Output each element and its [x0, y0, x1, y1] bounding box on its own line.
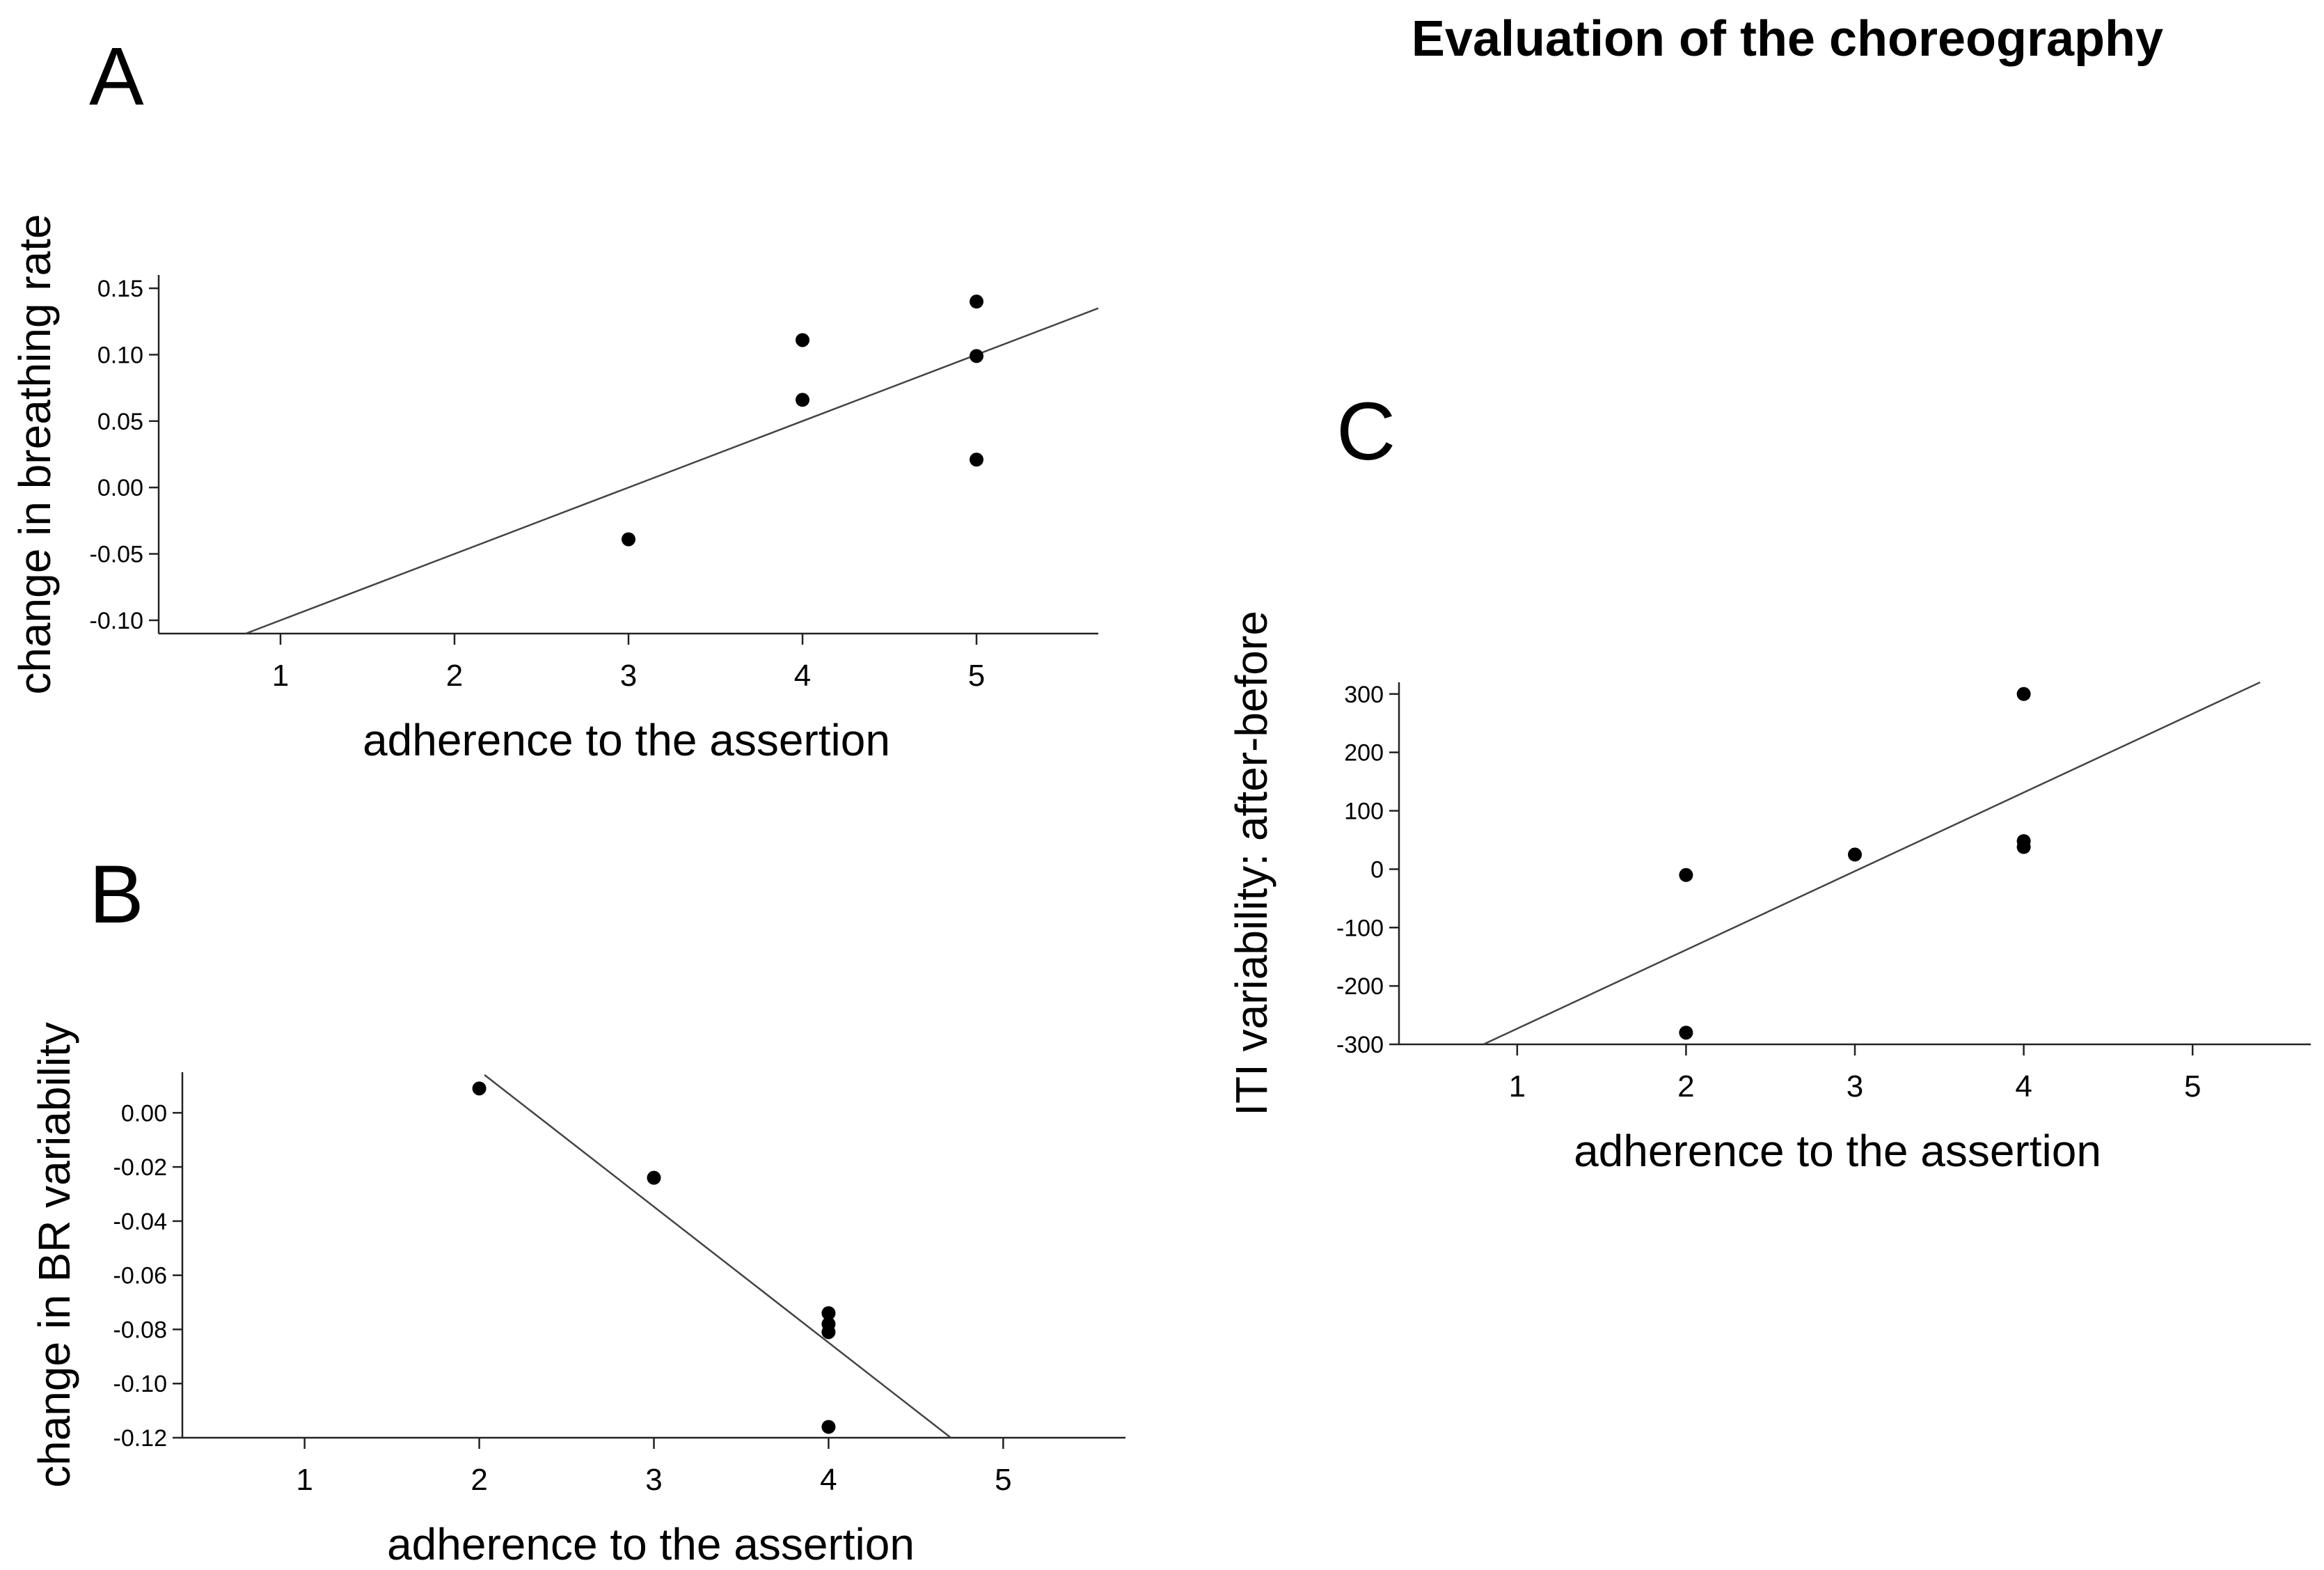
y-tick-label: -200 [1336, 973, 1384, 1000]
data-point [1679, 868, 1693, 882]
x-tick-label: 2 [1677, 1069, 1694, 1104]
x-tick-label: 5 [995, 1463, 1011, 1497]
data-point [970, 295, 983, 309]
x-tick-label: 2 [471, 1463, 487, 1497]
x-tick-label: 4 [2015, 1069, 2032, 1104]
data-point [796, 393, 809, 407]
x-axis-label: adherence to the assertion [387, 1519, 915, 1569]
data-point [821, 1325, 836, 1340]
data-point [970, 349, 983, 363]
y-tick-label: 200 [1344, 740, 1384, 767]
data-point [970, 453, 983, 467]
x-tick-label: 3 [1847, 1069, 1863, 1104]
y-tick-label: -0.08 [113, 1317, 168, 1343]
x-tick-label: 4 [794, 659, 811, 693]
x-tick-label: 3 [645, 1463, 662, 1497]
x-tick-label: 1 [296, 1463, 313, 1497]
panel-a: A 1 2 3 4 5 -0.10 -0.05 0.00 0.05 0.10 0.15 adheren… [10, 31, 1099, 765]
data-point [1848, 847, 1862, 862]
data-point [821, 1306, 836, 1321]
data-point [622, 532, 635, 547]
y-tick-label: 100 [1344, 799, 1384, 825]
y-tick-label: 0.00 [97, 475, 143, 501]
x-axis-label: adherence to the assertion [363, 715, 890, 765]
y-tick-label: -100 [1336, 915, 1384, 941]
y-axis-label: change in BR variability [29, 1022, 79, 1488]
y-tick-label: -300 [1336, 1032, 1384, 1058]
y-tick-label: 0.10 [97, 342, 143, 368]
y-tick-label: -0.04 [113, 1209, 168, 1235]
data-point [472, 1081, 487, 1096]
data-point [647, 1170, 661, 1185]
panel-letter-a: A [89, 31, 144, 123]
regression-line [1483, 681, 2261, 1044]
figure-title: Evaluation of the choreography [1412, 11, 2163, 67]
regression-line [484, 1074, 951, 1438]
y-tick-label: -0.10 [90, 608, 144, 634]
x-tick-label: 2 [446, 659, 463, 693]
x-tick-label: 5 [968, 659, 985, 693]
y-tick-label: 0 [1370, 856, 1384, 883]
data-point [796, 333, 809, 347]
data-point [2016, 840, 2031, 854]
y-tick-label: 0.05 [97, 409, 143, 435]
x-axis-label: adherence to the assertion [1574, 1126, 2101, 1176]
y-tick-label: -0.10 [113, 1371, 168, 1397]
y-axis-label: change in breathing rate [10, 214, 60, 694]
data-point [821, 1420, 836, 1434]
y-tick-label: -0.05 [90, 542, 144, 568]
y-axis-label: ITI variability: after-before [1226, 611, 1276, 1116]
y-tick-label: -0.02 [113, 1154, 168, 1181]
x-tick-label: 4 [820, 1463, 837, 1497]
y-tick-label: 0.15 [97, 276, 143, 302]
data-point [2016, 686, 2031, 701]
y-tick-label: 0.00 [121, 1100, 167, 1127]
y-tick-label: -0.12 [113, 1425, 168, 1452]
y-tick-label: -0.06 [113, 1263, 168, 1289]
regression-line [245, 307, 1099, 634]
panel-letter-c: C [1336, 386, 1396, 478]
data-point [1679, 1026, 1693, 1040]
panel-b: B 1 2 3 4 5 0.00 -0.02 -0.04 -0.06 -0.08 -0.10 -0.1… [29, 849, 1125, 1569]
panel-c: C 1 2 3 4 5 300 200 100 0 -100 -200 -300 adherence t… [1226, 386, 2311, 1176]
x-tick-label: 3 [620, 659, 637, 693]
y-tick-label: 300 [1344, 682, 1384, 708]
panel-letter-b: B [89, 849, 144, 941]
x-tick-label: 1 [1509, 1069, 1526, 1104]
x-tick-label: 5 [2184, 1069, 2201, 1104]
x-tick-label: 1 [272, 659, 289, 693]
